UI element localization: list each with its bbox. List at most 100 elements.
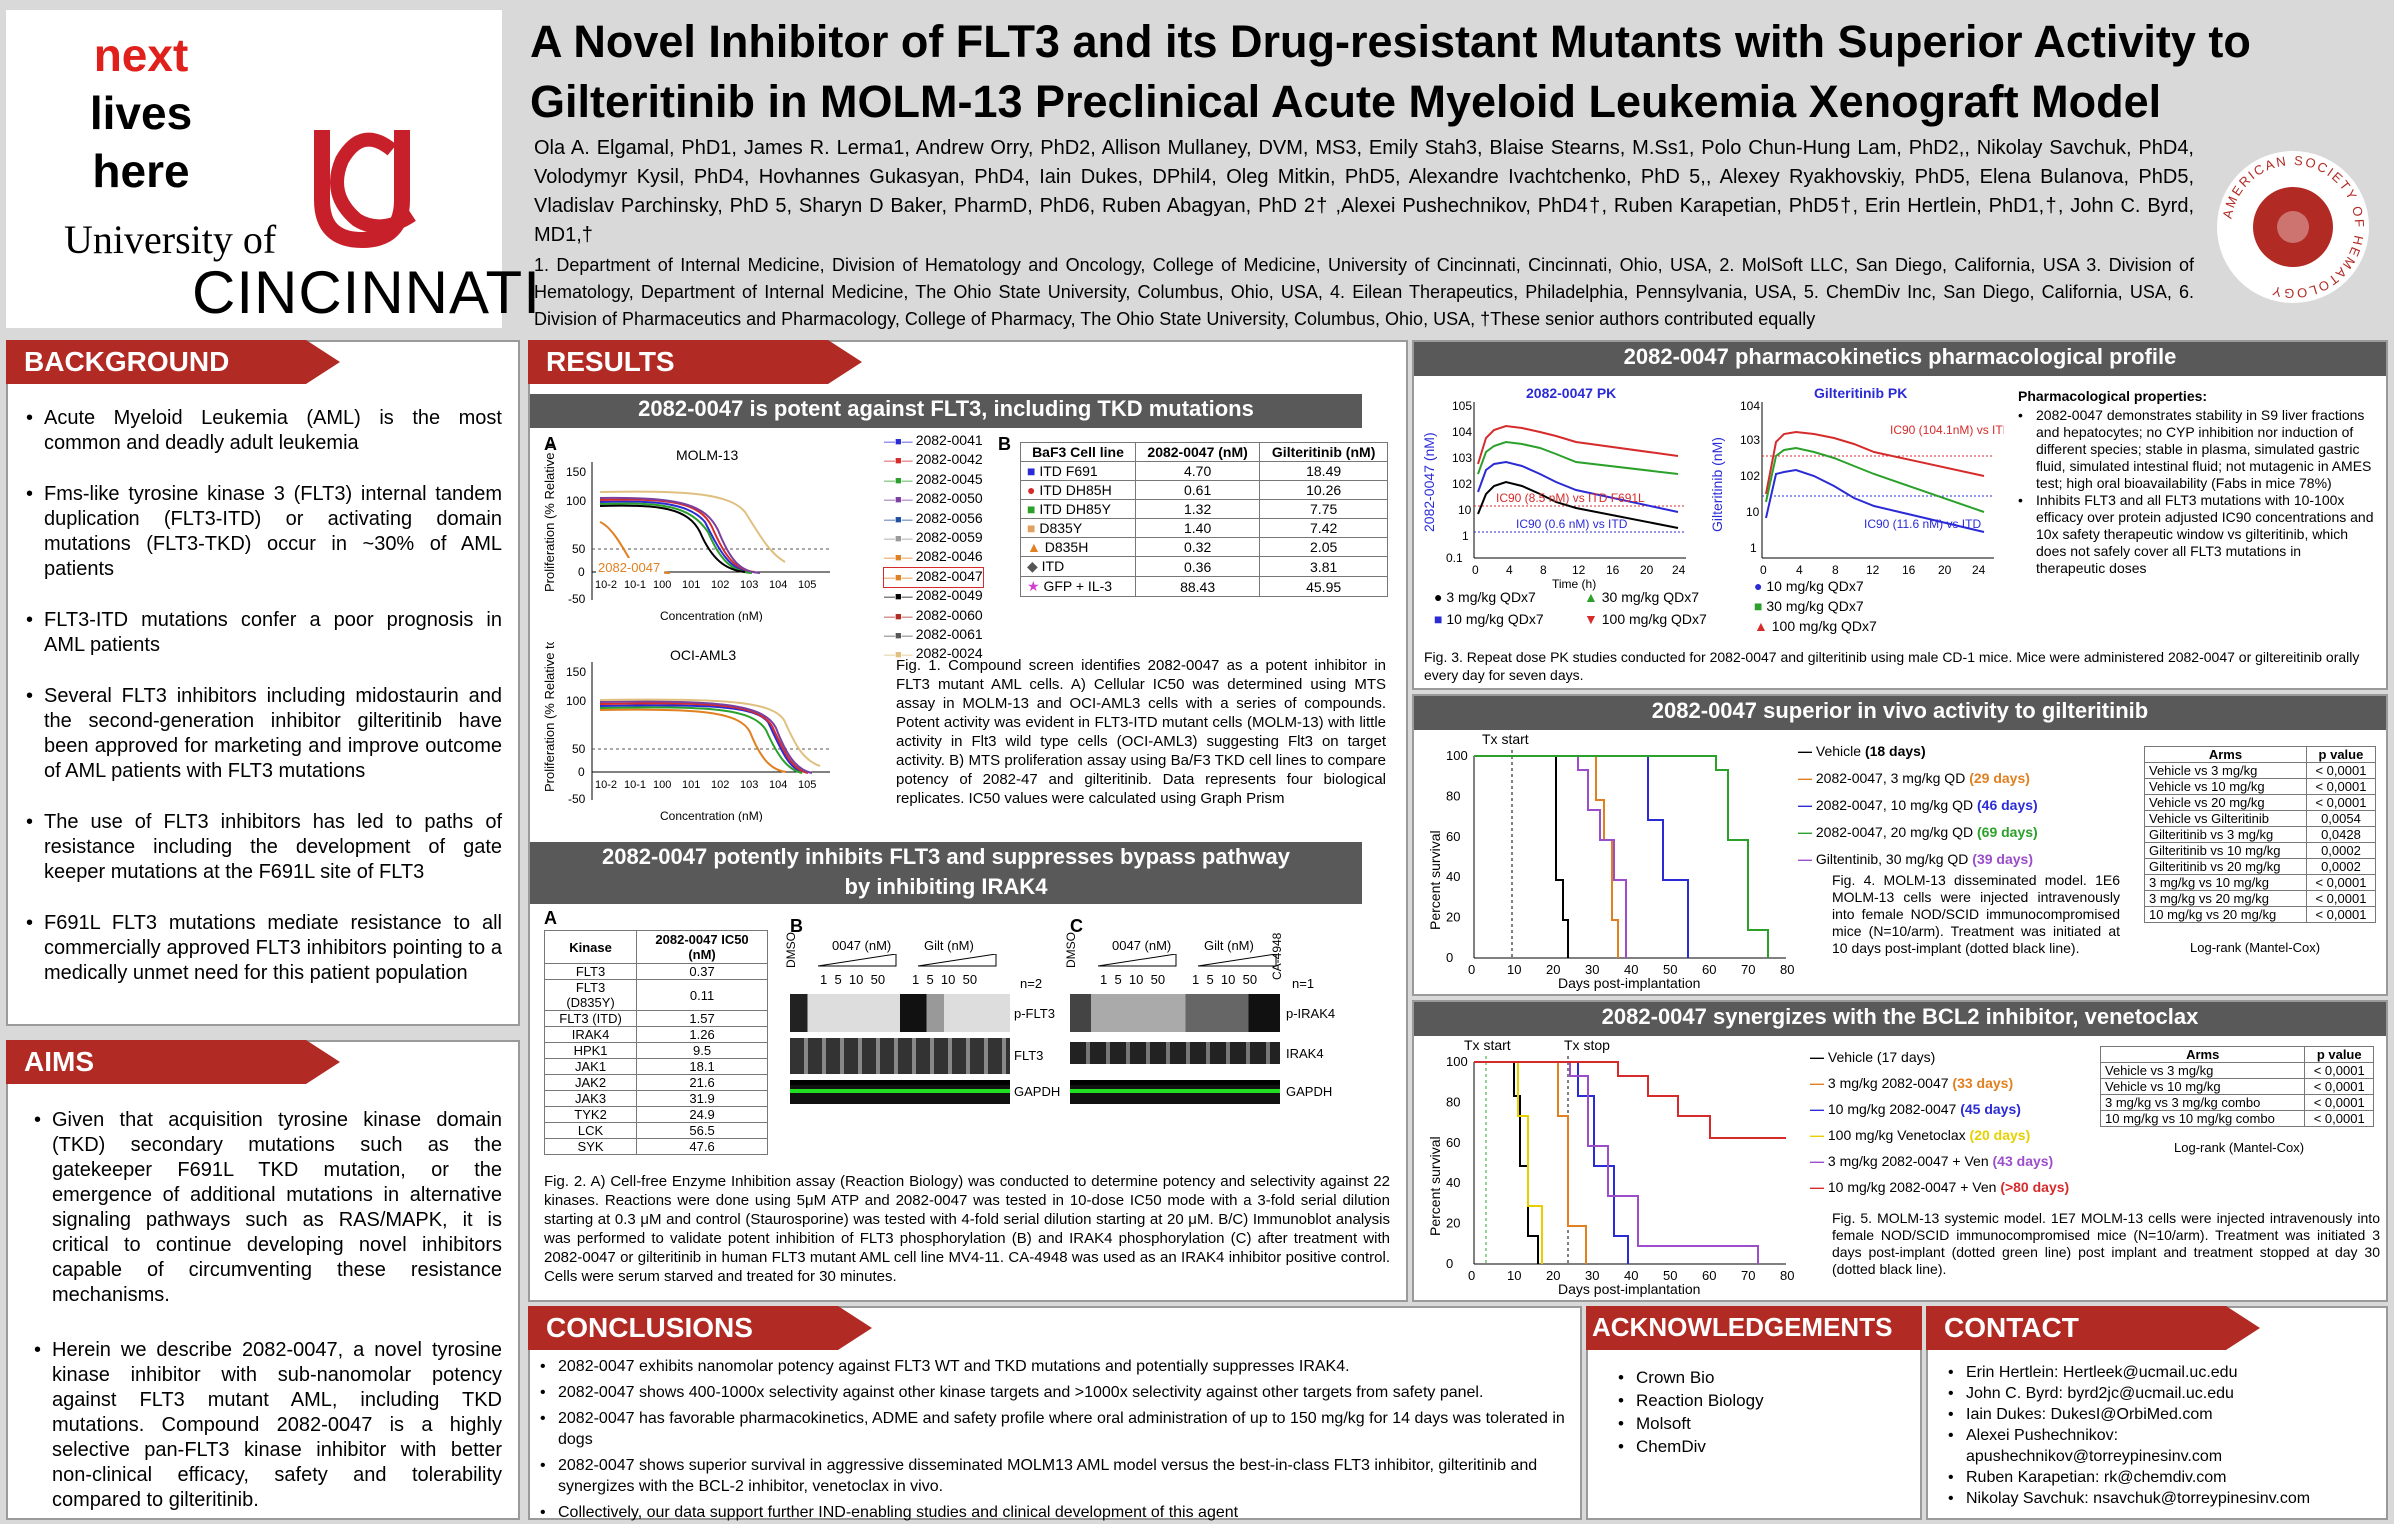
legend-item: ● 10 mg/kg QDx7 — [1754, 576, 1954, 596]
affiliations: 1. Department of Internal Medicine, Divi… — [534, 255, 2194, 329]
pk-right-xtick: 8 — [1832, 563, 1839, 577]
legend-item: — 2082-0047, 10 mg/kg QD (46 days) — [1798, 792, 2058, 819]
kinase-name: SYK — [543, 1138, 638, 1155]
table-row: JAK3 31.9 — [543, 1090, 768, 1107]
cell-0047: 1.32 — [1134, 499, 1261, 519]
row-marker: ■ — [1027, 520, 1040, 536]
cell-line: ■ D835Y — [1020, 518, 1136, 538]
cell-0047: 0.61 — [1134, 480, 1261, 500]
stats-arm: Gilteritinib vs 3 mg/kg — [2144, 826, 2307, 843]
legend-item: — 10 mg/kg 2082-0047 (45 days) — [1810, 1096, 2130, 1122]
conclusion-item: 2082-0047 shows superior survival in agg… — [540, 1455, 1570, 1497]
kinase-ic50: 24.9 — [636, 1106, 768, 1123]
survival-curve — [1474, 1061, 1786, 1139]
x-tick: 70 — [1741, 1268, 1755, 1283]
fig1-bar: 2082-0047 is potent against FLT3, includ… — [530, 394, 1362, 428]
oci-title: OCI-AML3 — [670, 647, 736, 663]
stats-arm: Gilteritinib vs 10 mg/kg — [2144, 842, 2307, 859]
ack-list: Crown Bio Reaction Biology Molsoft ChemD… — [1618, 1366, 1764, 1458]
background-item: The use of FLT3 inhibitors has led to pa… — [26, 810, 502, 885]
stats-arm: 10 mg/kg vs 20 mg/kg — [2144, 906, 2307, 923]
legend-line: — — [1810, 1153, 1828, 1169]
x-tick: 0 — [1468, 962, 1475, 977]
invivo-tx-start: Tx start — [1482, 731, 1529, 747]
legend-line: — — [1810, 1049, 1828, 1065]
pk-prop-item: 2082-0047 demonstrates stability in S9 l… — [2018, 407, 2374, 492]
legend-item: — 2082-0047, 20 mg/kg QD (69 days) — [1798, 819, 2058, 846]
pk-left-xtick: 0 — [1472, 563, 1479, 577]
kinase-name: IRAK4 — [543, 1026, 638, 1043]
molm13-title: MOLM-13 — [676, 447, 738, 463]
conclusions-list: 2082-0047 exhibits nanomolar potency aga… — [540, 1356, 1570, 1523]
kinase-ic50: 47.6 — [636, 1138, 768, 1155]
cell-line: ◆ ITD — [1020, 556, 1136, 577]
molm13-xtick: 101 — [682, 579, 700, 591]
ack-panel: ACKNOWLEDGEMENTS Crown Bio Reaction Biol… — [1586, 1306, 1922, 1520]
kinase-header: Kinase — [543, 930, 638, 964]
pk-left-title: 2082-0047 PK — [1526, 385, 1616, 401]
legend-days: (>80 days) — [2000, 1179, 2070, 1195]
kinase-table: Kinase 2082-0047 IC50 (nM) FLT3 0.37 FLT3 … — [543, 930, 768, 1155]
blot-b-doses: 1 5 10 50 — [820, 972, 886, 987]
blot-c-doses: 1 5 10 50 — [1100, 972, 1166, 987]
legend-label: 2082-0047, 20 mg/kg QD — [1815, 824, 1977, 840]
legend-days: (46 days) — [1977, 797, 2038, 813]
row-marker: ▲ — [1027, 539, 1045, 555]
kinase-name: JAK2 — [543, 1074, 638, 1091]
legend-item: —■— 2082-0050 — [884, 490, 983, 509]
kinase-ic50: 1.26 — [636, 1026, 768, 1043]
legend-label: Vehicle (17 days) — [1827, 1049, 1936, 1065]
background-item: Fms-like tyrosine kinase 3 (FLT3) intern… — [26, 482, 502, 582]
stats-p: 0,0002 — [2305, 842, 2377, 859]
kinase-name: FLT3 — [543, 963, 638, 980]
pk-right-legend: ● 10 mg/kg QDx7 ■ 30 mg/kg QDx7 ▲ 100 mg/k… — [1754, 576, 1954, 636]
legend-days: (69 days) — [1977, 824, 2038, 840]
y-tick: 40 — [1446, 869, 1460, 884]
kinase-header: 2082-0047 IC50 (nM) — [636, 930, 768, 964]
survival-curve — [1474, 1061, 1759, 1264]
blot-b-doses: 1 5 10 50 — [912, 972, 978, 987]
legend-item: — 10 mg/kg 2082-0047 + Ven (>80 days) — [1810, 1174, 2130, 1200]
conclusions-heading: CONCLUSIONS — [528, 1306, 872, 1350]
pk-left-xtick: 8 — [1540, 563, 1547, 577]
table-row: SYK 47.6 — [543, 1138, 768, 1155]
cell-line: ▲ D835H — [1020, 537, 1136, 557]
molm13-ytick: 0 — [578, 565, 585, 579]
row-label: GFP + IL-3 — [1043, 578, 1113, 594]
conclusions-panel: CONCLUSIONS 2082-0047 exhibits nanomolar… — [528, 1306, 1582, 1523]
blot-c: DMSO CA-4948 0047 (nM) Gilt (nM) 1 5 10 … — [1064, 932, 1400, 1128]
row-label: D835Y — [1039, 520, 1083, 536]
blot-c-label: IRAK4 — [1286, 1046, 1324, 1061]
fig2-bar-line2: by inhibiting IRAK4 — [844, 874, 1048, 899]
dose-wedge — [818, 954, 997, 967]
legend-item: —■— 2082-0046 — [884, 548, 983, 567]
kinase-ic50: 18.1 — [636, 1058, 768, 1075]
synergy-ylabel: Percent survival — [1427, 1136, 1443, 1236]
pk-left-xtick: 20 — [1640, 563, 1654, 577]
fig1-legend: —■— 2082-0041 —■— 2082-0042 —■— 2082-0045—… — [883, 432, 984, 665]
legend-label: 100 mg/kg QDx7 — [1601, 611, 1707, 627]
kinase-ic50: 21.6 — [636, 1074, 768, 1091]
x-tick: 50 — [1663, 962, 1677, 977]
pk-bar: 2082-0047 pharmacokinetics pharmacologic… — [1414, 342, 2386, 376]
legend-marker: ■ — [1434, 611, 1447, 627]
stats-arm: Vehicle vs 10 mg/kg — [2144, 778, 2307, 795]
blot-band-flt3 — [790, 1038, 1010, 1074]
synergy-xlabel: Days post-implantation — [1558, 1281, 1700, 1297]
pk-right-xtick: 4 — [1796, 563, 1803, 577]
here-word: here — [92, 145, 190, 197]
kinase-name: FLT3 (ITD) — [543, 1010, 638, 1027]
legend-marker: ▲ — [1584, 589, 1602, 605]
molm13-xtick: 10-1 — [624, 579, 646, 591]
invivo-xlabel: Days post-implantation — [1558, 975, 1700, 991]
cincinnati: CINCINNATI — [192, 259, 541, 326]
pk-left-note1: IC90 (8.5 nM) vs ITD F691L — [1496, 491, 1645, 505]
cell-line: ● ITD DH85H — [1020, 480, 1136, 500]
pk-left-ytick: 1 — [1462, 529, 1469, 543]
oci-xtick: 104 — [769, 779, 787, 791]
molm13-ylabel: Proliferation (% Relative to DMSO) — [542, 442, 557, 592]
legend-label: 2082-0046 — [915, 548, 983, 565]
legend-item: — Vehicle (17 days) — [1810, 1044, 2130, 1070]
table-row: JAK1 18.1 — [543, 1058, 768, 1075]
pk-props: Pharmacological properties: 2082-0047 de… — [2018, 388, 2374, 577]
